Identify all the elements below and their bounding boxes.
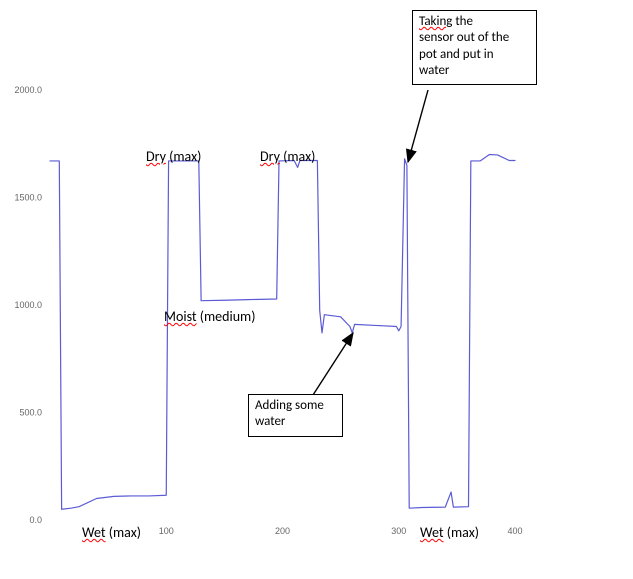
label-dry-1: Dry (max) <box>146 148 201 165</box>
label-wet-2: Wet (max) <box>420 524 479 541</box>
figure: { "chart": { "type": "line", "x_range": … <box>0 0 633 579</box>
moist-word: Moist <box>164 308 197 325</box>
y-tick-label: 1500.0 <box>14 193 42 203</box>
label-wet-1: Wet (max) <box>82 524 141 541</box>
y-tick-label: 2000.0 <box>14 85 42 95</box>
label-dry-2: Dry (max) <box>260 148 315 165</box>
wet2-word: Wet <box>420 524 444 541</box>
x-tick-label: 200 <box>275 526 290 536</box>
x-tick-label: 100 <box>159 526 174 536</box>
callout-box-top: Taking thesensor out of thepot and put i… <box>412 10 537 85</box>
moist-rest: (medium) <box>197 308 256 325</box>
dry2-rest: (max) <box>280 148 315 165</box>
wet1-rest: (max) <box>106 524 141 541</box>
callout-box-top-text: Taking thesensor out of thepot and put i… <box>419 14 530 79</box>
wet1-word: Wet <box>82 524 106 541</box>
wet2-rest: (max) <box>444 524 479 541</box>
sensor-line-chart: 0.0 500.0 1000.0 1500.0 2000.0 100 200 300 400 <box>0 0 633 579</box>
x-tick-label: 400 <box>507 526 522 536</box>
x-tick-label: 300 <box>391 526 406 536</box>
y-tick-label: 1000.0 <box>14 300 42 310</box>
dry1-rest: (max) <box>166 148 201 165</box>
callout-box-bottom: Adding somewater <box>248 394 343 437</box>
dry1-word: Dry <box>146 148 166 165</box>
label-moist: Moist (medium) <box>164 308 256 325</box>
callout-box-bottom-text: Adding somewater <box>255 398 336 431</box>
dry2-word: Dry <box>260 148 280 165</box>
y-tick-label: 500.0 <box>19 408 42 418</box>
y-tick-label: 0.0 <box>29 515 42 525</box>
